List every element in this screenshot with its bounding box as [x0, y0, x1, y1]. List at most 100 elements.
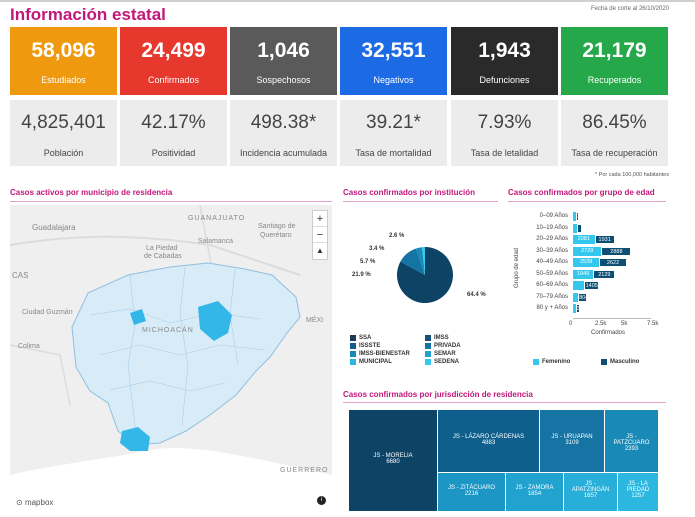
stat-incidencia: 498.38* Incidencia acumulada: [230, 100, 337, 166]
bar-femenino: 2539: [573, 258, 600, 267]
section-divider: [508, 201, 666, 202]
age-group-label: 80 y + Años: [536, 305, 568, 311]
treemap-zamora[interactable]: JS - ZAMORA 1854: [506, 473, 563, 511]
card-value: 1,943: [478, 39, 531, 62]
treemap-uruapan[interactable]: JS - URUAPAN 3109: [540, 410, 604, 472]
bar-masculino: 2129: [593, 269, 616, 279]
map-label: MICHOACÁN: [142, 327, 194, 334]
zoom-in-button[interactable]: +: [313, 211, 327, 227]
card-recuperados[interactable]: 21,179 Recuperados: [561, 27, 668, 95]
card-estudiados[interactable]: 58,096 Estudiados: [10, 27, 117, 95]
stat-label: Incidencia acumulada: [239, 148, 328, 158]
treemap-value: 2393: [624, 446, 639, 452]
bar-femenino: 2081: [573, 235, 595, 244]
stat-mortalidad: 39.21* Tasa de mortalidad: [340, 100, 447, 166]
section-divider: [343, 402, 666, 403]
age-group-label: 70–79 Años: [536, 293, 568, 300]
map-canvas[interactable]: [10, 205, 332, 511]
legend-swatch: [601, 359, 607, 365]
stat-value: 42.17%: [141, 112, 206, 133]
treemap-value: 4883: [481, 440, 496, 446]
active-cases-morelia: [198, 301, 232, 341]
pie-slice-ssa: [396, 247, 453, 303]
legend-municipal: MUNICIPAL: [350, 359, 392, 365]
bar-masculino: 1931: [594, 235, 615, 244]
map-label: Santiago de: [258, 223, 296, 230]
stat-letalidad: 7.93% Tasa de letalidad: [451, 100, 558, 166]
mapbox-logo-text: mapbox: [24, 498, 54, 507]
card-defunciones[interactable]: 1,943 Defunciones: [451, 27, 558, 95]
card-label: Estudiados: [41, 75, 86, 85]
treemap-apatzingan[interactable]: JS - APATZINGÁN 1657: [564, 473, 617, 511]
legend-semar: SEMAR: [425, 351, 456, 357]
age-group-label: 30–39 Años: [536, 247, 568, 254]
treemap-name: JS - ZAMORA: [515, 485, 554, 491]
institution-pie-chart: [396, 247, 453, 303]
map-label: CAS: [12, 271, 29, 280]
legend-sedena: SEDENA: [425, 359, 459, 365]
legend-swatch: [425, 343, 431, 349]
stat-label: Tasa de mortalidad: [355, 148, 432, 158]
pie-label: 3.4 %: [369, 246, 385, 252]
card-sospechosos[interactable]: 1,046 Sospechosos: [230, 27, 337, 95]
bar-femenino: [573, 281, 585, 290]
card-value: 58,096: [31, 39, 96, 62]
x-axis-line: [573, 317, 651, 319]
stat-poblacion: 4,825,401 Población: [10, 100, 117, 166]
treemap-value: 3109: [565, 440, 579, 446]
map-label: MÉXI: [306, 317, 324, 324]
section-title-institution: Casos confirmados por institución: [343, 188, 476, 197]
bar-femenino: [573, 292, 579, 302]
age-group-label: 40–49 Años: [536, 259, 568, 265]
treemap-value: 1657: [583, 493, 598, 499]
legend-imss: IMSS: [425, 335, 449, 341]
treemap-la-piedad[interactable]: JS - LA PIEDAD 1257: [618, 473, 658, 511]
card-label: Negativos: [373, 75, 414, 85]
card-value: 21,179: [582, 39, 647, 62]
legend-label: IMSS-BIENESTAR: [359, 351, 410, 357]
bar-femenino: 2729: [573, 246, 602, 256]
legend-swatch: [350, 343, 356, 349]
legend-label: PRIVADA: [434, 343, 461, 349]
treemap-lazaro-cardenas[interactable]: JS - LÁZARO CÁRDENAS 4883: [438, 410, 539, 472]
treemap-zitacuaro[interactable]: JS - ZITÁCUARO 2216: [438, 473, 505, 511]
stat-label: Positividad: [151, 148, 196, 158]
age-group-label: 0–09 Años: [539, 213, 568, 219]
top-border: [0, 0, 695, 2]
treemap-morelia[interactable]: JS - MORELIA 6680: [349, 410, 437, 511]
cut-date: Fecha de corte al 26/10/2020: [590, 6, 669, 12]
age-group-label: 10–19 Años: [536, 224, 568, 231]
x-tick-label: 5k: [621, 320, 628, 327]
map-panel[interactable]: GUANAJUATO Santiago de Querétaro Guadala…: [10, 205, 332, 511]
map-label: GUANAJUATO: [188, 215, 246, 222]
mapbox-logo[interactable]: ⊙ mapbox: [16, 498, 54, 507]
card-negativos[interactable]: 32,551 Negativos: [340, 27, 447, 95]
compass-button[interactable]: ▲: [316, 246, 324, 255]
treemap-patzcuaro[interactable]: JS - PATZCUARO 2393: [605, 410, 658, 472]
pie-slice-imss: [400, 248, 425, 275]
legend-label: ISSSTE: [359, 343, 381, 349]
y-axis-title: Grupo de edad: [514, 247, 521, 289]
zoom-out-button[interactable]: −: [313, 227, 327, 243]
legend-issste: ISSSTE: [350, 343, 380, 349]
legend-swatch: [425, 359, 431, 365]
map-label: de Cabadas: [144, 253, 182, 260]
card-label: Recuperados: [587, 75, 642, 85]
section-divider: [343, 201, 498, 202]
treemap-value: 6680: [386, 459, 400, 465]
treemap-name: JS - URUAPAN: [551, 434, 593, 440]
card-label: Sospechosos: [256, 75, 311, 85]
map-label: Salamanca: [198, 238, 234, 245]
info-icon[interactable]: i: [317, 496, 326, 505]
bar-masculino: 376: [575, 304, 586, 313]
bar-femenino: [573, 304, 576, 313]
card-value: 1,046: [257, 39, 310, 62]
stat-positividad: 42.17% Positividad: [120, 100, 227, 166]
age-group-label: 60–69 Años: [536, 282, 568, 288]
card-confirmados[interactable]: 24,499 Confirmados: [120, 27, 227, 95]
map-label: Colima: [18, 343, 40, 350]
bar-femenino: [573, 223, 578, 233]
map-label: Guadalajara: [32, 223, 76, 232]
card-label: Defunciones: [479, 75, 530, 85]
legend-ssa: SSA: [350, 335, 371, 341]
